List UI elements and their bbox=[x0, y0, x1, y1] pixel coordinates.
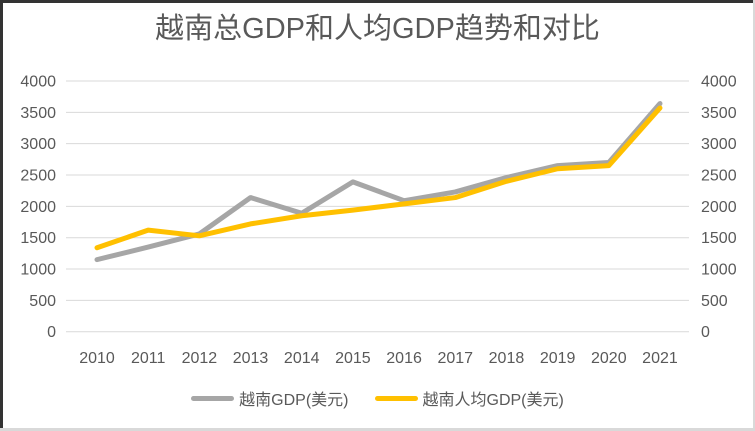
legend-swatch-gdp bbox=[191, 395, 235, 401]
x-axis-label: 2019 bbox=[540, 350, 576, 367]
legend-swatch-per-capita bbox=[374, 395, 418, 401]
legend-item-gdp: 越南GDP(美元) bbox=[191, 386, 349, 410]
x-axis-label: 2020 bbox=[591, 350, 627, 367]
y-axis-label-right: 3000 bbox=[701, 136, 737, 153]
y-axis-label-left: 3000 bbox=[20, 136, 56, 153]
y-axis-label-left: 0 bbox=[47, 324, 56, 341]
window-border-top bbox=[0, 0, 755, 3]
x-axis-label: 2021 bbox=[642, 350, 678, 367]
legend-label-per-capita: 越南人均GDP(美元) bbox=[422, 392, 564, 409]
chart-title: 越南总GDP和人均GDP趋势和对比 bbox=[155, 13, 600, 45]
y-axis-label-left: 2500 bbox=[20, 168, 56, 185]
y-axis-label-left: 2000 bbox=[20, 199, 56, 216]
legend-item-per-capita: 越南人均GDP(美元) bbox=[374, 386, 564, 410]
x-axis-label: 2018 bbox=[489, 350, 525, 367]
x-axis-label: 2017 bbox=[437, 350, 473, 367]
chart-legend: 越南GDP(美元) 越南人均GDP(美元) bbox=[0, 386, 755, 410]
legend-label-gdp: 越南GDP(美元) bbox=[239, 392, 349, 409]
line-chart-plot: 0 0 500 500 1000 1000 1500 1500 2000 2000 2500 2500… bbox=[20, 74, 737, 368]
window-border-bottom bbox=[0, 428, 755, 431]
x-axis-label: 2011 bbox=[131, 350, 166, 367]
window-border-left bbox=[0, 0, 3, 431]
y-axis-label-right: 2000 bbox=[701, 199, 737, 216]
y-axis-label-left: 1000 bbox=[20, 262, 56, 279]
x-axis-label: 2012 bbox=[182, 350, 218, 367]
y-axis-label-right: 500 bbox=[701, 293, 728, 310]
y-axis-label-right: 0 bbox=[701, 324, 710, 341]
x-axis-label: 2015 bbox=[335, 350, 371, 367]
y-axis-label-left: 4000 bbox=[20, 74, 56, 91]
x-axis-label: 2014 bbox=[284, 350, 320, 367]
y-axis-label-left: 500 bbox=[29, 293, 56, 310]
y-axis-label-right: 2500 bbox=[701, 168, 737, 185]
y-axis-label-right: 3500 bbox=[701, 105, 737, 122]
y-axis-label-right: 1500 bbox=[701, 230, 737, 247]
y-axis-label-left: 1500 bbox=[20, 230, 56, 247]
x-axis-label: 2013 bbox=[233, 350, 269, 367]
per-capita-line bbox=[94, 105, 663, 251]
y-axis-label-right: 1000 bbox=[701, 262, 737, 279]
window-border-right bbox=[753, 0, 755, 431]
x-axis-label: 2016 bbox=[386, 350, 422, 367]
x-axis-label: 2010 bbox=[79, 350, 115, 367]
y-axis-label-left: 3500 bbox=[20, 105, 56, 122]
y-axis-label-right: 4000 bbox=[701, 74, 737, 91]
